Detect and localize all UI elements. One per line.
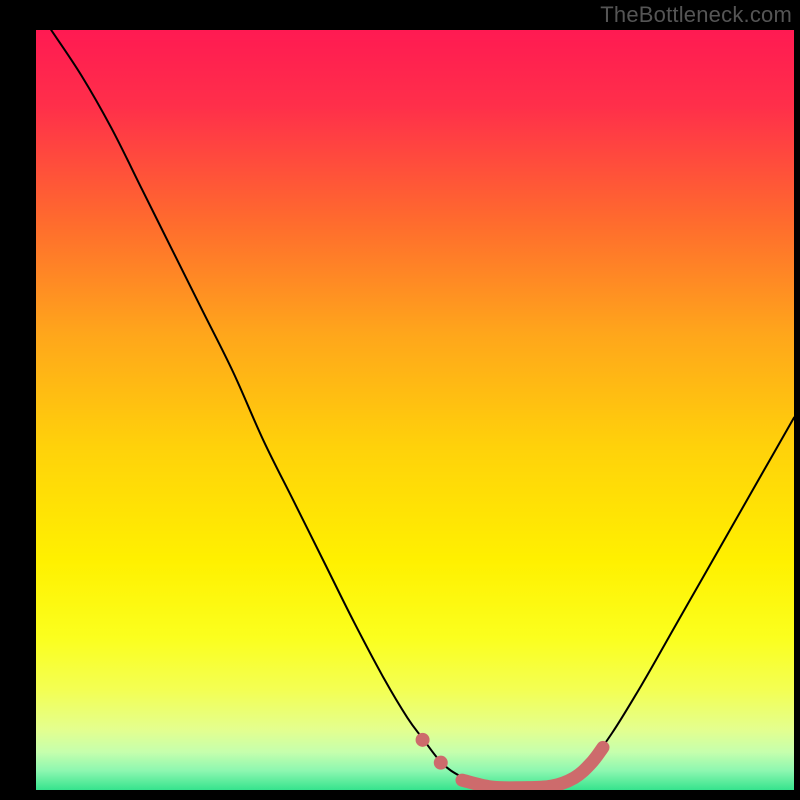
optimal-point-marker xyxy=(434,756,448,770)
optimal-point-marker xyxy=(416,733,430,747)
chart-gradient-background xyxy=(36,30,794,790)
watermark-text: TheBottleneck.com xyxy=(600,2,792,28)
chart-svg xyxy=(36,30,794,790)
bottleneck-chart xyxy=(36,30,794,790)
